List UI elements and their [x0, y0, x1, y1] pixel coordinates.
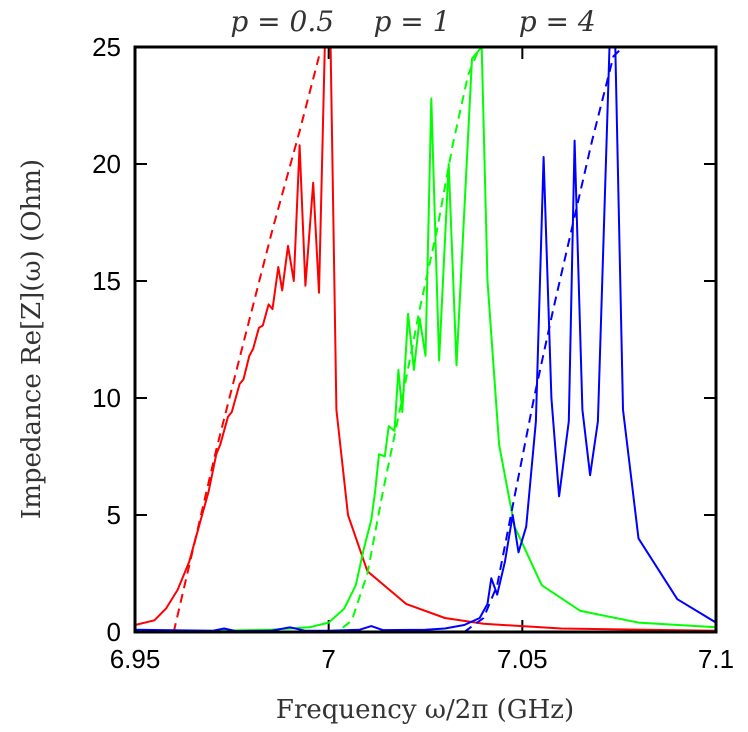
x-axis-title: Frequency ω/2π (GHz) — [276, 695, 574, 725]
p-annotation: p = 0.5 — [230, 5, 334, 38]
y-tick-label: 5 — [107, 500, 121, 530]
y-tick-label: 15 — [92, 266, 121, 296]
y-tick-label: 10 — [92, 383, 121, 413]
tick-labels: 6.95 7 7.05 7.1 0 5 10 15 20 25 — [92, 32, 734, 674]
x-tick-label: 7 — [321, 644, 335, 674]
x-tick-label: 7.1 — [698, 644, 734, 674]
series-line-p-1-dashed — [328, 47, 481, 632]
x-tick-label: 6.95 — [110, 644, 161, 674]
series-layer — [135, 47, 716, 632]
x-tick-label: 7.05 — [497, 644, 548, 674]
y-tick-label: 20 — [92, 149, 121, 179]
p-annotation: p = 1 — [373, 5, 450, 38]
series-line-p-4-dashed — [463, 47, 624, 632]
y-tick-label: 25 — [92, 32, 121, 62]
y-tick-label: 0 — [107, 617, 121, 647]
series-line-p-0-5-solid — [135, 47, 716, 632]
p-annotation: p = 4 — [519, 5, 596, 38]
series-line-p-1-solid — [135, 47, 716, 632]
y-axis-title: Impedance Re[Z](ω) (Ohm) — [17, 159, 47, 519]
p-annotations: p = 0.5 p = 1 p = 4 — [230, 5, 595, 38]
series-line-p-0-5-dashed — [172, 56, 320, 632]
plot-frame — [133, 45, 718, 634]
axis-ticks — [134, 46, 717, 633]
